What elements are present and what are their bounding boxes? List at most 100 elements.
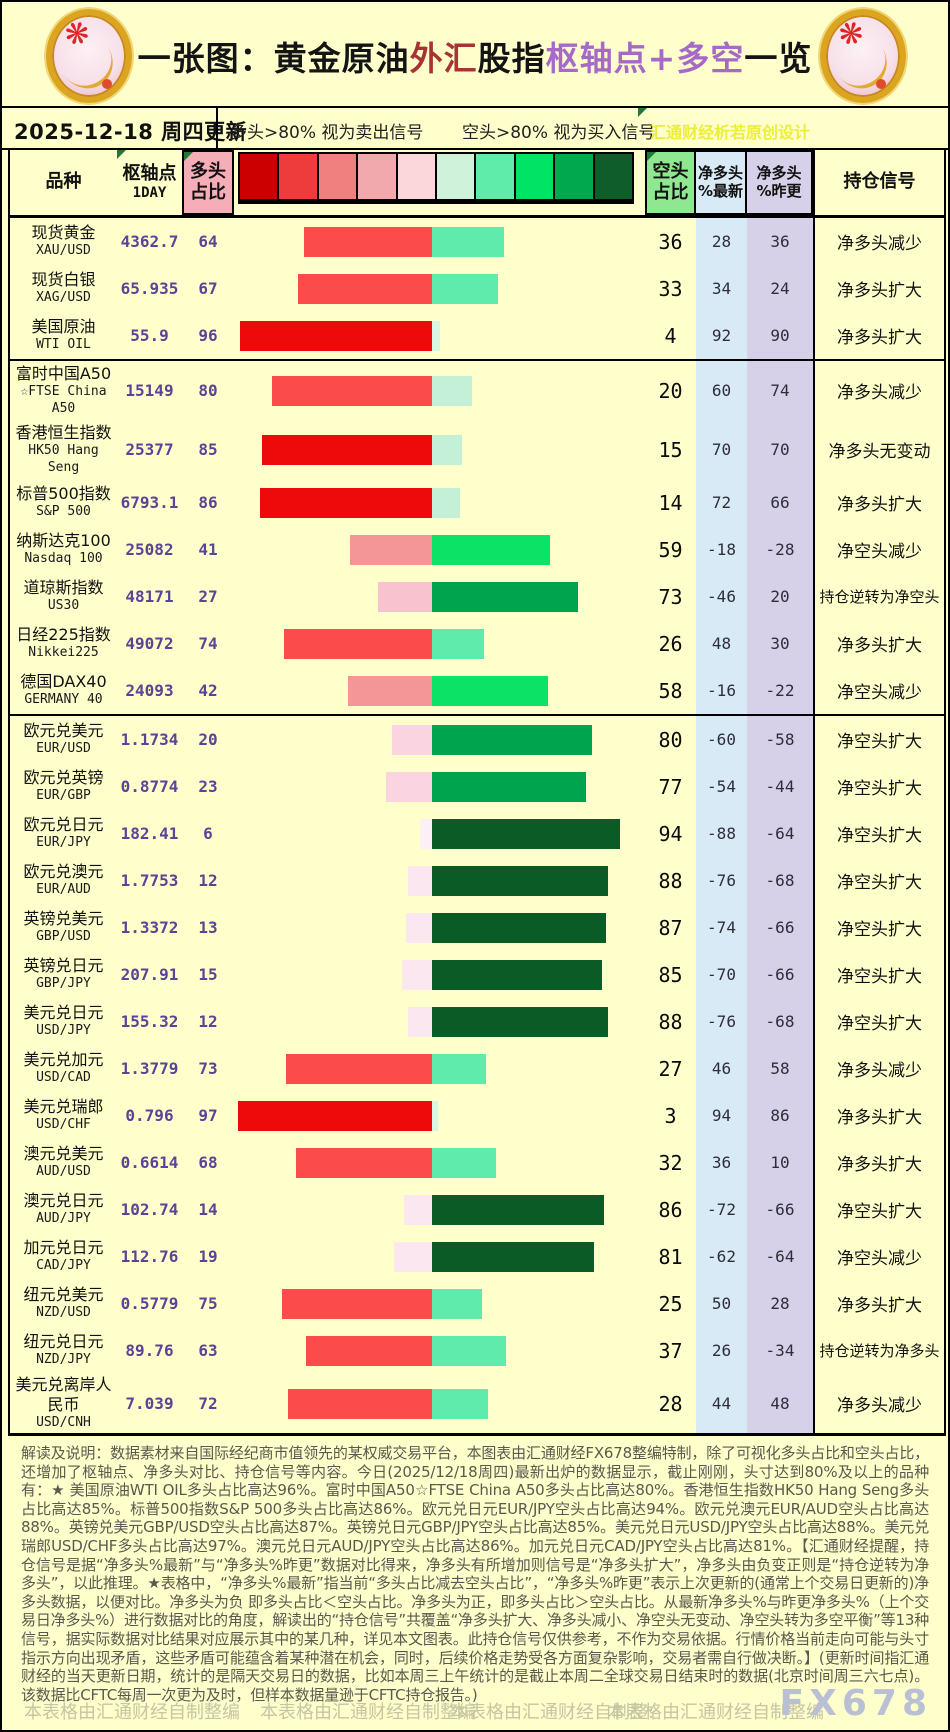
- long-bar: [348, 675, 432, 706]
- instrument-name: 道琼斯指数 US30: [10, 573, 117, 620]
- pivot-value: 7.039: [125, 1394, 174, 1413]
- short-bar: [432, 1147, 496, 1178]
- position-signal: 净多头扩大: [813, 479, 944, 526]
- instrument-name: 日经225指数 Nikkei225: [10, 620, 117, 667]
- instrument-name-cn: 富时中国A50: [15, 364, 112, 384]
- long-rule-label: 多头>80% 视为卖出信号: [230, 123, 424, 143]
- instrument-name-en: WTI OIL: [36, 337, 91, 353]
- short-percent-value: 4: [664, 323, 677, 348]
- long-percent-value: 97: [198, 1106, 218, 1125]
- instrument-name-cn: 香港恒生指数: [15, 423, 112, 443]
- gold-coin-icon: ❋: [820, 9, 906, 103]
- net-long-latest-value: 50: [696, 1280, 747, 1327]
- position-signal: 净空头减少: [813, 1233, 944, 1280]
- long-percent-value: 27: [198, 587, 218, 606]
- bud-decoration: [876, 79, 886, 89]
- short-percent-value: 80: [658, 727, 683, 752]
- position-signal: 净空头扩大: [813, 857, 944, 904]
- net-long-prev-value: -34: [747, 1327, 813, 1374]
- long-percent-value: 64: [198, 232, 218, 251]
- net-long-latest-value: -88: [696, 810, 747, 857]
- header-pivot: 枢轴点 1DAY: [117, 150, 182, 215]
- short-percent-value: 3: [664, 1103, 677, 1128]
- short-percent-value: 88: [658, 1009, 683, 1034]
- instrument-name-en: XAU/USD: [36, 243, 91, 259]
- scale-swatch: [437, 154, 477, 199]
- pivot-value: 0.5779: [120, 1294, 179, 1313]
- short-percent-value: 15: [658, 437, 683, 462]
- long-bar: [262, 434, 432, 465]
- net-long-prev-value: 36: [747, 218, 813, 265]
- long-bar: [284, 628, 432, 659]
- net-long-prev-value: -68: [747, 998, 813, 1045]
- instrument-name-en: HK50 Hang Seng: [28, 443, 99, 475]
- short-percent-value: 77: [658, 774, 683, 799]
- position-signal: 净多头扩大: [813, 312, 944, 359]
- instrument-name-cn: 美元兑日元: [23, 1003, 104, 1023]
- pivot-value: 207.91: [120, 965, 179, 984]
- header-short-line2: 占比: [652, 181, 689, 203]
- short-bar: [432, 1100, 438, 1131]
- scale-swatch: [397, 154, 438, 199]
- short-bar: [432, 1006, 608, 1037]
- scale-swatch: [240, 154, 280, 199]
- notes-text: 解读及说明：数据素材来自国际经纪商市值领先的某权威交易平台，本图表由汇通财经FX…: [21, 1444, 929, 1704]
- net-long-latest-value: -76: [696, 998, 747, 1045]
- short-percent-value: 25: [658, 1291, 683, 1316]
- instrument-name-cn: 纽元兑美元: [23, 1285, 104, 1305]
- table-row: 现货黄金 XAU/USD 4362.7 64 36 28 36 净多头减少: [10, 218, 944, 265]
- net-long-prev-value: 86: [747, 1092, 813, 1139]
- long-percent-value: 75: [198, 1294, 218, 1313]
- net-long-latest-value: 34: [696, 265, 747, 312]
- short-bar: [432, 675, 548, 706]
- position-signal: 净多头扩大: [813, 1280, 944, 1327]
- title-segment: 一张图：黄金原油: [137, 39, 410, 78]
- net-long-prev-value: 70: [747, 420, 813, 479]
- short-percent-value: 26: [658, 631, 683, 656]
- footer-credit: 本表格由汇通财经自制整编: [260, 1702, 476, 1723]
- long-percent-value: 6: [203, 824, 213, 843]
- short-bar: [432, 434, 462, 465]
- header-long-percent: 多头 占比: [182, 150, 234, 215]
- pivot-value: 1.7753: [120, 871, 179, 890]
- position-signal: 净空头扩大: [813, 951, 944, 998]
- long-bar: [406, 912, 432, 943]
- long-bar: [260, 487, 432, 518]
- short-percent-value: 94: [658, 821, 683, 846]
- net-long-prev-value: -22: [747, 667, 813, 714]
- table-row: 纳斯达克100 Nasdaq 100 25082 41 59 -18 -28 净空头减少: [10, 526, 944, 573]
- long-bar: [386, 771, 432, 802]
- position-signal: 净多头扩大: [813, 620, 944, 667]
- title-segment: 股指: [477, 39, 546, 78]
- net-long-latest-value: -18: [696, 526, 747, 573]
- pivot-table: 品种 枢轴点 1DAY 多头 占比 空头 占比 净多头 %最新: [8, 150, 946, 1436]
- net-long-latest-value: 70: [696, 420, 747, 479]
- long-percent-value: 73: [198, 1059, 218, 1078]
- long-bar: [408, 1006, 432, 1037]
- header-net-prev-line1: 净多头: [756, 164, 802, 183]
- short-percent-value: 58: [658, 678, 683, 703]
- position-signal: 净空头扩大: [813, 1186, 944, 1233]
- table-row: 欧元兑美元 EUR/USD 1.1734 20 80 -60 -58 净空头扩大: [10, 714, 944, 763]
- instrument-name-cn: 纳斯达克100: [16, 531, 111, 551]
- corner-flag-icon: [184, 152, 193, 161]
- net-long-prev-value: 30: [747, 620, 813, 667]
- instrument-name: 富时中国A50 ☆FTSE China A50: [10, 361, 117, 420]
- title-segment: 枢轴点+多空: [545, 39, 745, 78]
- pivot-value: 0.6614: [120, 1153, 179, 1172]
- instrument-name-en: USD/JPY: [36, 1023, 91, 1039]
- long-percent-value: 23: [198, 777, 218, 796]
- pivot-value: 112.76: [120, 1247, 179, 1266]
- short-rule-label: 空头>80% 视为买入信号: [462, 123, 656, 143]
- short-percent-value: 85: [658, 962, 683, 987]
- instrument-name: 纽元兑日元 NZD/JPY: [10, 1327, 117, 1374]
- header-product: 品种: [45, 171, 82, 193]
- table-row: 英镑兑日元 GBP/JPY 207.91 15 85 -70 -66 净空头扩大: [10, 951, 944, 998]
- short-percent-value: 36: [658, 229, 683, 254]
- header-net-prev-line2: %昨更: [756, 181, 802, 200]
- instrument-name-en: Nikkei225: [28, 645, 99, 661]
- corner-flag-icon: [117, 150, 126, 159]
- net-long-prev-value: -58: [747, 716, 813, 763]
- short-bar: [432, 865, 608, 896]
- net-long-prev-value: -66: [747, 904, 813, 951]
